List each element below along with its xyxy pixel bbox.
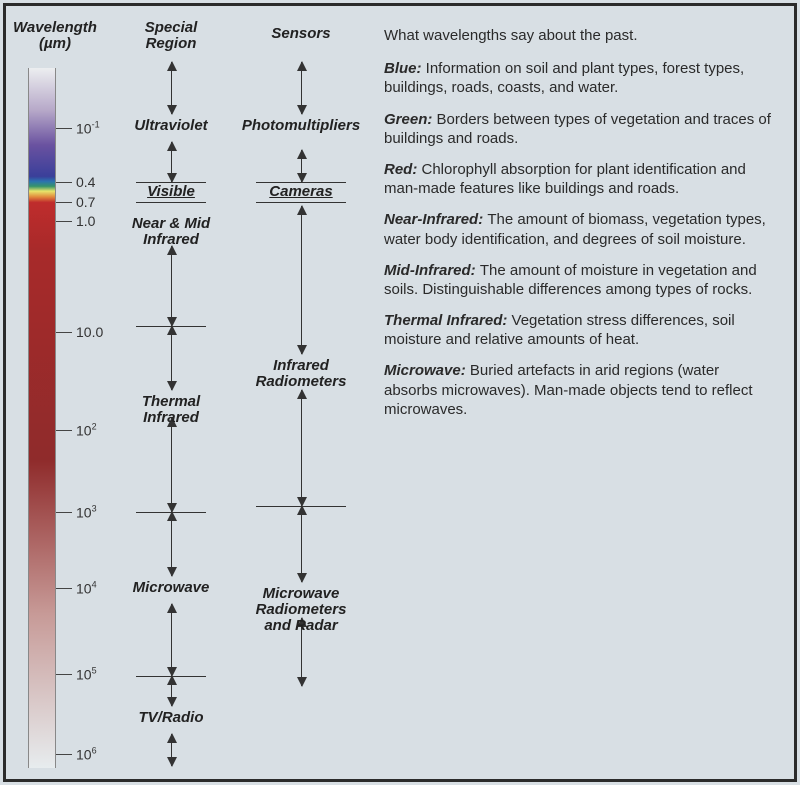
- range-arrow: [171, 734, 172, 766]
- info-text: Information on soil and plant types, for…: [384, 60, 744, 96]
- col-header-region-text: SpecialRegion: [145, 19, 198, 52]
- tick-label: 104: [76, 580, 97, 597]
- info-panel: What wavelengths say about the past. Blu…: [384, 26, 772, 431]
- tick-mark: [56, 182, 72, 183]
- range-arrow: [301, 390, 302, 506]
- tick-label: 0.4: [76, 174, 95, 190]
- tick-mark: [56, 128, 72, 129]
- region-label: Ultraviolet: [116, 118, 226, 134]
- spectrum-bar: [28, 68, 56, 768]
- tick-mark: [56, 588, 72, 589]
- range-arrow: [171, 512, 172, 576]
- range-arrow: [171, 418, 172, 512]
- sensor-label: InfraredRadiometers: [238, 358, 364, 390]
- range-arrow: [171, 604, 172, 676]
- col-header-sensors-text: Sensors: [271, 25, 330, 42]
- range-arrow: [171, 246, 172, 326]
- range-arrow: [301, 62, 302, 114]
- info-term: Blue:: [384, 60, 426, 77]
- sensor-label: Photomultipliers: [238, 118, 364, 134]
- range-arrow: [301, 150, 302, 182]
- tick-label: 1.0: [76, 213, 95, 229]
- tick-mark: [56, 754, 72, 755]
- tick-mark: [56, 430, 72, 431]
- tick-label: 10-1: [76, 120, 100, 137]
- info-item: Mid-Infrared: The amount of moisture in …: [384, 261, 772, 299]
- col-header-sensors: Sensors: [238, 26, 364, 42]
- info-item: Green: Borders between types of vegetati…: [384, 110, 772, 148]
- region-label: ThermalInfrared: [116, 394, 226, 426]
- info-term: Microwave:: [384, 362, 470, 379]
- tick-label: 103: [76, 504, 97, 521]
- region-label: Microwave: [116, 580, 226, 596]
- tick-label: 10.0: [76, 324, 103, 340]
- info-item: Thermal Infrared: Vegetation stress diff…: [384, 311, 772, 349]
- page-frame: Wavelength(µm) SpecialRegion Sensors 10-…: [3, 3, 797, 782]
- region-label: Near & MidInfrared: [116, 216, 226, 248]
- info-item: Microwave: Buried artefacts in arid regi…: [384, 361, 772, 419]
- col-header-wavelength: Wavelength(µm): [12, 20, 98, 52]
- tick-mark: [56, 674, 72, 675]
- info-term: Red:: [384, 161, 422, 178]
- tick-label: 0.7: [76, 194, 95, 210]
- region-label: Visible: [116, 184, 226, 200]
- info-text: Chlorophyll absorption for plant identif…: [384, 161, 746, 197]
- range-arrow: [301, 206, 302, 354]
- col-header-wavelength-text: Wavelength(µm): [13, 19, 97, 52]
- diagram-container: Wavelength(µm) SpecialRegion Sensors 10-…: [6, 6, 794, 779]
- region-label: TV/Radio: [116, 710, 226, 726]
- tick-label: 102: [76, 422, 97, 439]
- info-lead: What wavelengths say about the past.: [384, 26, 772, 45]
- tick-mark: [56, 332, 72, 333]
- tick-mark: [56, 202, 72, 203]
- info-item: Near-Infrared: The amount of biomass, ve…: [384, 210, 772, 248]
- info-term: Mid-Infrared:: [384, 262, 480, 279]
- info-term: Green:: [384, 111, 437, 128]
- range-arrow: [171, 142, 172, 182]
- range-arrow: [301, 506, 302, 582]
- info-term: Near-Infrared:: [384, 211, 487, 228]
- info-term: Thermal Infrared:: [384, 312, 512, 329]
- info-items: Blue: Information on soil and plant type…: [384, 59, 772, 419]
- sensor-label: MicrowaveRadiometersand Radar: [238, 586, 364, 633]
- divider-mark: [256, 202, 346, 203]
- info-item: Red: Chlorophyll absorption for plant id…: [384, 160, 772, 198]
- range-arrow: [171, 326, 172, 390]
- tick-mark: [56, 512, 72, 513]
- col-header-region: SpecialRegion: [116, 20, 226, 52]
- tick-mark: [56, 221, 72, 222]
- range-arrow: [171, 676, 172, 706]
- tick-label: 106: [76, 746, 97, 763]
- info-item: Blue: Information on soil and plant type…: [384, 59, 772, 97]
- tick-label: 105: [76, 666, 97, 683]
- info-text: Borders between types of vegetation and …: [384, 111, 771, 147]
- range-arrow: [171, 62, 172, 114]
- divider-mark: [136, 202, 206, 203]
- sensor-label: Cameras: [238, 184, 364, 200]
